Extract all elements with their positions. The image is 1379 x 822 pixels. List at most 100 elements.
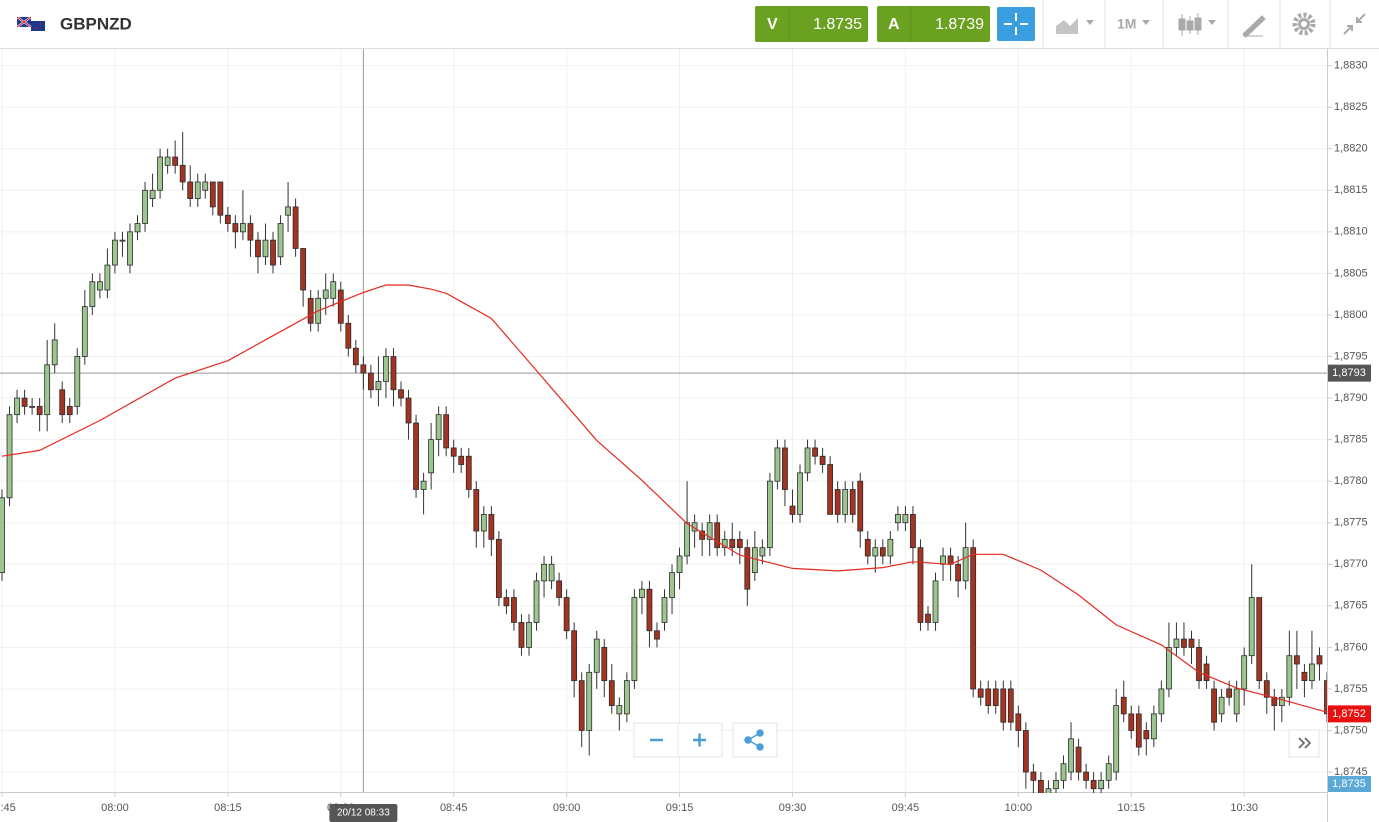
- candle-body: [1316, 655, 1323, 665]
- symbol: GBPNZD: [60, 14, 132, 33]
- candle-body: [729, 538, 736, 549]
- candle-body: [1083, 771, 1089, 781]
- candle-body: [1173, 638, 1180, 648]
- candle-body: [639, 588, 645, 598]
- candle-body: [586, 671, 593, 731]
- candle-body: [714, 522, 721, 549]
- crosshair-x-box: [329, 804, 398, 822]
- candle-body: [1015, 713, 1022, 731]
- candle-body: [556, 580, 563, 598]
- candle-body: [21, 397, 28, 407]
- x-tick-label: 08:00: [101, 802, 129, 814]
- timeframe[interactable]: 1M: [1117, 16, 1136, 32]
- collapse-icon[interactable]: [1343, 13, 1366, 35]
- chart-type-icon[interactable]: [1178, 13, 1202, 36]
- y-tick-label: 1,8795: [1334, 350, 1368, 362]
- last-price-box: [1328, 705, 1371, 723]
- candle-body: [232, 223, 239, 233]
- candle-body: [383, 356, 389, 382]
- candle-body: [910, 514, 916, 549]
- candle-body: [172, 156, 179, 166]
- candle-body: [511, 597, 517, 623]
- candle-body: [81, 306, 88, 357]
- x-tick-label: 10:30: [1230, 802, 1258, 814]
- share-button[interactable]: [732, 722, 778, 758]
- candle-body: [985, 688, 992, 706]
- candle-body: [66, 405, 73, 416]
- sell-label[interactable]: V: [767, 16, 778, 33]
- y-tick-label: 1,8790: [1334, 392, 1368, 404]
- candle-body: [458, 455, 465, 465]
- buy-button[interactable]: [877, 6, 990, 42]
- candle-body: [1286, 655, 1293, 698]
- candle-body: [59, 389, 66, 416]
- indicator-icon[interactable]: [1056, 18, 1078, 34]
- candle-body: [1000, 688, 1007, 723]
- candle-body: [119, 239, 126, 242]
- draw-icon[interactable]: [1242, 15, 1266, 38]
- candle-body: [977, 688, 984, 698]
- candle-body: [1309, 663, 1315, 682]
- y-tick-label: 1,8745: [1334, 766, 1368, 778]
- candle-body: [1211, 688, 1217, 723]
- candle-body: [1120, 696, 1127, 715]
- candle-body: [443, 414, 450, 449]
- candle-body: [646, 588, 653, 632]
- candle-body: [932, 580, 939, 623]
- candle-body: [450, 447, 457, 457]
- candle-body: [1135, 713, 1142, 748]
- candle-body: [797, 472, 803, 515]
- candle-body: [240, 223, 246, 233]
- candle-body: [970, 547, 977, 690]
- candle-body: [1158, 688, 1165, 715]
- candle-body: [563, 597, 570, 632]
- candle-body: [917, 547, 924, 623]
- candle-body: [834, 489, 841, 515]
- candle-body: [0, 497, 5, 573]
- candle-body: [887, 538, 894, 557]
- candle-body: [495, 538, 502, 598]
- candle-body: [827, 464, 834, 515]
- sell-button[interactable]: [755, 6, 868, 42]
- x-tick-label: 10:15: [1117, 802, 1145, 814]
- candle-body: [518, 622, 525, 648]
- candle-body: [759, 547, 766, 557]
- buy-label[interactable]: A: [888, 16, 900, 33]
- candle-body: [127, 231, 133, 266]
- candle-body: [1030, 771, 1037, 781]
- sell-price[interactable]: 1.8735: [813, 16, 862, 33]
- x-tick-label: 09:15: [666, 802, 694, 814]
- y-tick-label: 1,8810: [1334, 226, 1368, 238]
- candle-body: [842, 489, 849, 515]
- candle-body: [398, 389, 404, 399]
- candle-body: [345, 322, 352, 349]
- candle-body: [6, 414, 13, 499]
- settings-icon[interactable]: [1292, 12, 1316, 36]
- crosshair-button[interactable]: [997, 7, 1035, 41]
- y-tick-label: 1,8785: [1334, 434, 1368, 446]
- y-tick-label: 1,8755: [1334, 683, 1368, 695]
- x-tick-label: 08:45: [440, 802, 468, 814]
- candle-body: [473, 489, 480, 532]
- x-tick-label: 07:45: [0, 802, 16, 814]
- candle-body: [1105, 763, 1112, 781]
- candle-body: [74, 356, 81, 407]
- candle-body: [1226, 688, 1233, 698]
- x-tick-label: 09:00: [553, 802, 581, 814]
- candle-body: [1090, 779, 1097, 790]
- buy-price[interactable]: 1.8739: [935, 16, 984, 33]
- candle-body: [1075, 746, 1082, 773]
- candle-body: [526, 622, 532, 648]
- candle-body: [187, 181, 194, 199]
- candle-body: [1060, 763, 1067, 781]
- candle-body: [548, 563, 555, 582]
- candle-body: [488, 514, 495, 540]
- candle-body: [352, 347, 359, 366]
- y-tick-label: 1,8800: [1334, 309, 1368, 321]
- candle-body: [44, 364, 51, 416]
- candle-body: [1166, 646, 1172, 690]
- candle-body: [1150, 713, 1157, 740]
- candle-body: [1293, 655, 1300, 665]
